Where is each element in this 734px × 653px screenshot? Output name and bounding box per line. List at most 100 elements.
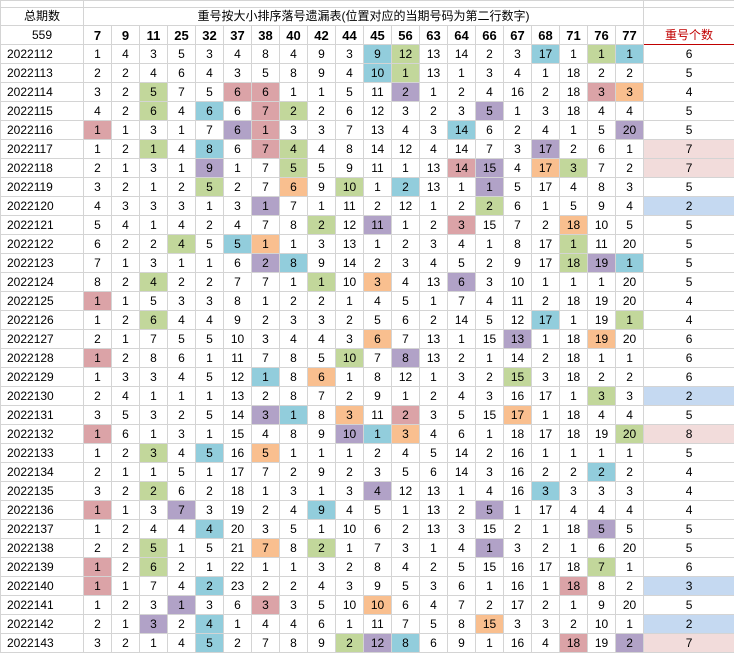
omission-cell[interactable]: 18 [560, 349, 588, 368]
omission-cell[interactable]: 5 [308, 159, 336, 178]
omission-cell[interactable]: 3 [504, 539, 532, 558]
omission-cell[interactable]: 2 [112, 520, 140, 539]
omission-cell[interactable]: 2 [364, 444, 392, 463]
omission-cell[interactable]: 8 [84, 273, 112, 292]
omission-cell[interactable]: 4 [168, 235, 196, 254]
omission-cell[interactable]: 18 [560, 406, 588, 425]
omission-cell[interactable]: 13 [364, 121, 392, 140]
omission-cell[interactable]: 2 [336, 387, 364, 406]
omission-cell[interactable]: 8 [280, 368, 308, 387]
omission-cell[interactable]: 2 [420, 387, 448, 406]
omission-cell[interactable]: 3 [392, 254, 420, 273]
omission-cell[interactable]: 4 [168, 216, 196, 235]
omission-cell[interactable]: 5 [168, 330, 196, 349]
omission-cell[interactable]: 12 [392, 140, 420, 159]
omission-cell[interactable]: 2 [112, 482, 140, 501]
period-cell[interactable]: 2022140 [1, 577, 84, 596]
period-cell[interactable]: 2022137 [1, 520, 84, 539]
omission-cell[interactable]: 13 [420, 501, 448, 520]
omission-cell[interactable]: 1 [532, 273, 560, 292]
period-cell[interactable]: 2022136 [1, 501, 84, 520]
omission-cell[interactable]: 2 [448, 83, 476, 102]
period-cell[interactable]: 2022132 [1, 425, 84, 444]
omission-cell[interactable]: 10 [336, 425, 364, 444]
omission-cell[interactable]: 17 [504, 596, 532, 615]
omission-cell[interactable]: 1 [252, 121, 280, 140]
omission-cell[interactable]: 6 [364, 520, 392, 539]
omission-cell[interactable]: 1 [560, 539, 588, 558]
omission-cell[interactable]: 1 [84, 577, 112, 596]
omission-cell[interactable]: 18 [560, 254, 588, 273]
omission-cell[interactable]: 1 [616, 349, 644, 368]
omission-cell[interactable]: 18 [560, 64, 588, 83]
omission-cell[interactable]: 1 [84, 121, 112, 140]
omission-cell[interactable]: 2 [616, 368, 644, 387]
omission-cell[interactable]: 1 [448, 482, 476, 501]
omission-cell[interactable]: 10 [336, 273, 364, 292]
omission-cell[interactable]: 1 [196, 387, 224, 406]
omission-cell[interactable]: 5 [476, 311, 504, 330]
omission-cell[interactable]: 2 [84, 330, 112, 349]
omission-cell[interactable]: 2 [532, 596, 560, 615]
omission-cell[interactable]: 1 [280, 235, 308, 254]
omission-cell[interactable]: 1 [420, 292, 448, 311]
omission-cell[interactable]: 5 [280, 520, 308, 539]
omission-cell[interactable]: 2 [112, 273, 140, 292]
omission-cell[interactable]: 16 [224, 444, 252, 463]
omission-cell[interactable]: 2 [112, 64, 140, 83]
omission-cell[interactable]: 16 [504, 482, 532, 501]
omission-cell[interactable]: 13 [420, 482, 448, 501]
omission-cell[interactable]: 14 [448, 121, 476, 140]
omission-cell[interactable]: 2 [476, 596, 504, 615]
omission-cell[interactable]: 17 [532, 387, 560, 406]
omission-cell[interactable]: 2 [168, 178, 196, 197]
omission-cell[interactable]: 3 [336, 45, 364, 64]
number-header-68[interactable]: 68 [532, 26, 560, 45]
omission-cell[interactable]: 2 [280, 102, 308, 121]
omission-cell[interactable]: 2 [112, 140, 140, 159]
omission-cell[interactable]: 12 [364, 102, 392, 121]
omission-cell[interactable]: 3 [140, 501, 168, 520]
omission-cell[interactable]: 5 [224, 235, 252, 254]
gap-cell[interactable] [644, 8, 734, 26]
omission-cell[interactable]: 4 [168, 368, 196, 387]
omission-cell[interactable]: 7 [252, 539, 280, 558]
number-header-77[interactable]: 77 [616, 26, 644, 45]
omission-cell[interactable]: 3 [420, 577, 448, 596]
period-cell[interactable]: 2022141 [1, 596, 84, 615]
omission-cell[interactable]: 5 [196, 178, 224, 197]
omission-cell[interactable]: 4 [336, 64, 364, 83]
omission-cell[interactable]: 1 [252, 235, 280, 254]
omission-cell[interactable]: 8 [448, 615, 476, 634]
omission-cell[interactable]: 8 [252, 45, 280, 64]
omission-cell[interactable]: 9 [196, 159, 224, 178]
period-cell[interactable]: 2022124 [1, 273, 84, 292]
omission-cell[interactable]: 17 [532, 235, 560, 254]
omission-cell[interactable]: 1 [112, 577, 140, 596]
omission-cell[interactable]: 1 [392, 501, 420, 520]
omission-cell[interactable]: 1 [420, 368, 448, 387]
omission-cell[interactable]: 3 [420, 406, 448, 425]
omission-cell[interactable]: 2 [560, 615, 588, 634]
omission-cell[interactable]: 9 [308, 501, 336, 520]
omission-cell[interactable]: 3 [476, 387, 504, 406]
omission-cell[interactable]: 4 [448, 539, 476, 558]
omission-cell[interactable]: 9 [364, 387, 392, 406]
omission-cell[interactable]: 3 [224, 197, 252, 216]
omission-cell[interactable]: 9 [308, 64, 336, 83]
omission-cell[interactable]: 7 [140, 577, 168, 596]
omission-cell[interactable]: 1 [392, 216, 420, 235]
omission-cell[interactable]: 1 [532, 406, 560, 425]
omission-cell[interactable]: 18 [560, 634, 588, 653]
omission-cell[interactable]: 5 [112, 406, 140, 425]
number-header-38[interactable]: 38 [252, 26, 280, 45]
omission-cell[interactable]: 7 [140, 330, 168, 349]
omission-cell[interactable]: 2 [280, 292, 308, 311]
omission-cell[interactable]: 1 [392, 387, 420, 406]
omission-cell[interactable]: 1 [112, 292, 140, 311]
omission-cell[interactable]: 1 [364, 425, 392, 444]
omission-cell[interactable]: 3 [196, 292, 224, 311]
repeat-count-cell[interactable]: 5 [644, 596, 734, 615]
omission-cell[interactable]: 1 [336, 539, 364, 558]
omission-cell[interactable]: 1 [532, 444, 560, 463]
